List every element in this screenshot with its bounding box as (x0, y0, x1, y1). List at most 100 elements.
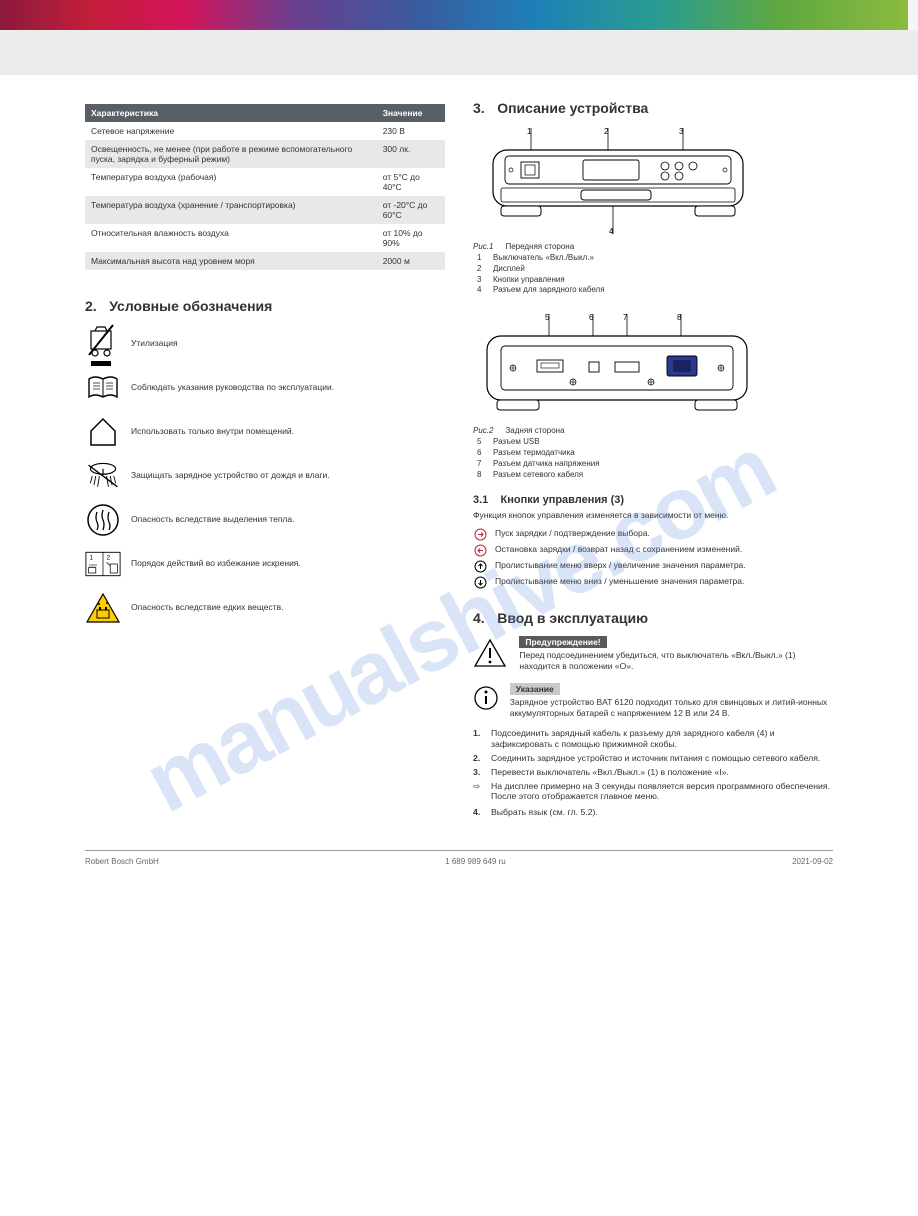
symbol-row: Защищать зарядное устройство от дождя и … (85, 458, 445, 494)
button-text: Пролистывание меню вниз / уменьшение зна… (495, 576, 744, 590)
step: 2. Соединить зарядное устройство и источн… (473, 753, 833, 765)
svg-text:2: 2 (604, 127, 609, 136)
button-row: Пролистывание меню вверх / увеличение зн… (473, 560, 833, 574)
step-num: 4. (473, 807, 485, 819)
subsection-title: Кнопки управления (3) (501, 494, 625, 506)
symbol-row: Использовать только внутри помещений. (85, 414, 445, 450)
figure-1-diagram: 1 2 3 4 (473, 126, 833, 238)
figure-title: Задняя сторона (505, 426, 564, 435)
callout-text: Дисплей (493, 264, 525, 275)
footer-center: 1 689 989 649 ru (445, 857, 506, 866)
spec-header-property: Характеристика (85, 104, 377, 122)
step-num: 2. (473, 753, 485, 765)
left-column: Характеристика Значение Сетевое напряжен… (85, 100, 445, 820)
svg-text:5: 5 (545, 313, 550, 322)
button-row: Пуск зарядки / подтверждение выбора. (473, 528, 833, 542)
warning-icon (473, 636, 511, 673)
section-title: Описание устройства (497, 100, 648, 116)
callout-text: Кнопки управления (493, 275, 565, 286)
callout-text: Выключатель «Вкл./Выкл.» (493, 253, 594, 264)
right-column: 3. Описание устройства 1 2 3 4 (473, 100, 833, 820)
spec-cell: от 10% до 90% (377, 224, 445, 252)
figure-1-legend: 1 Выключатель «Вкл./Выкл.» 2 Дисплей 3 Кноп… (477, 253, 833, 296)
stop-icon (473, 544, 487, 558)
house-icon (85, 414, 121, 450)
set-icon (473, 528, 487, 542)
callout-text: Разъем для зарядного кабеля (493, 285, 605, 296)
symbol-text: Порядок действий во избежание искрения. (131, 558, 301, 569)
subsection-heading: 3.1 Кнопки управления (3) (473, 494, 833, 506)
symbol-text: Соблюдать указания руководства по эксплу… (131, 382, 334, 393)
figure-2-legend: 5Разъем USB 6Разъем термодатчика 7Разъем… (477, 437, 833, 480)
figure-number: Рис.2 (473, 426, 493, 435)
spec-cell: Освещенность, не менее (при работе в реж… (85, 140, 377, 168)
button-row: Остановка зарядки / возврат назад с сохр… (473, 544, 833, 558)
spec-cell: 2000 м (377, 252, 445, 270)
note-text: Зарядное устройство BAT 6120 подходит то… (510, 697, 833, 720)
svg-text:230V: 230V (89, 564, 98, 568)
warning-box: Предупреждение! Перед подсоединением убе… (473, 636, 833, 673)
section-number: 2. (85, 298, 97, 314)
svg-text:1: 1 (527, 127, 532, 136)
callout-text: Разъем USB (493, 437, 540, 448)
callout-num: 1 (477, 253, 487, 264)
symbol-row: Соблюдать указания руководства по эксплу… (85, 370, 445, 406)
spec-cell: 300 лк. (377, 140, 445, 168)
svg-text:8: 8 (677, 313, 682, 322)
callout-num: 2 (477, 264, 487, 275)
warning-text: Перед подсоединением убедиться, что выкл… (519, 650, 833, 673)
subsection-intro: Функция кнопок управления изменяется в з… (473, 510, 833, 521)
section-number: 3. (473, 100, 485, 116)
step-text: Перевести выключатель «Вкл./Выкл.» (1) в… (491, 767, 729, 779)
steps-icon: 12230V (85, 546, 121, 582)
symbol-text: Использовать только внутри помещений. (131, 426, 294, 437)
button-text: Пролистывание меню вверх / увеличение зн… (495, 560, 746, 574)
spec-header-value: Значение (377, 104, 445, 122)
callout-text: Разъем сетевого кабеля (493, 470, 583, 481)
step-num: 3. (473, 767, 485, 779)
callout-num: 5 (477, 437, 487, 448)
section-title: Условные обозначения (109, 298, 272, 314)
callout-num: 3 (477, 275, 487, 286)
spec-cell: 230 В (377, 122, 445, 140)
figure-caption: Рис.2 Задняя сторона (473, 426, 833, 435)
figure-number: Рис.1 (473, 242, 493, 251)
result-line: ⇨На дисплее примерно на 3 секунды появля… (473, 781, 833, 801)
step-text: Выбрать язык (см. гл. 5.2). (491, 807, 598, 819)
spec-cell: Температура воздуха (хранение / транспор… (85, 196, 377, 224)
header-gray-bar (0, 30, 918, 75)
heat-icon (85, 502, 121, 538)
page-corner (908, 0, 918, 30)
svg-text:6: 6 (589, 313, 594, 322)
figure-caption: Рис.1 Передняя сторона (473, 242, 833, 251)
symbol-row: Опасность вследствие едких веществ. (85, 590, 445, 626)
step-num: 1. (473, 728, 485, 751)
up-icon (473, 560, 487, 574)
button-text: Пуск зарядки / подтверждение выбора. (495, 528, 650, 542)
step: 1.Подсоединить зарядный кабель к разъему… (473, 728, 833, 751)
arrow-icon: ⇨ (473, 781, 485, 801)
step: 4. Выбрать язык (см. гл. 5.2). (473, 807, 833, 819)
figure-title: Передняя сторона (505, 242, 574, 251)
manual-icon (85, 370, 121, 406)
down-icon (473, 576, 487, 590)
footer-left: Robert Bosch GmbH (85, 857, 159, 866)
step: 3. Перевести выключатель «Вкл./Выкл.» (1)… (473, 767, 833, 779)
callout-text: Разъем термодатчика (493, 448, 575, 459)
figure-2-diagram: 5 6 7 8 (473, 310, 833, 422)
step-text: Соединить зарядное устройство и источник… (491, 753, 820, 765)
rain-icon (85, 458, 121, 494)
note-label: Указание (510, 683, 560, 695)
symbol-text: Опасность вследствие едких веществ. (131, 602, 284, 613)
svg-text:2: 2 (107, 555, 111, 562)
callout-num: 7 (477, 459, 487, 470)
svg-text:3: 3 (679, 127, 684, 136)
spec-cell: Температура воздуха (рабочая) (85, 168, 377, 196)
symbol-text: Защищать зарядное устройство от дождя и … (131, 470, 330, 481)
symbol-row: Утилизация (85, 326, 445, 362)
svg-text:4: 4 (609, 227, 614, 236)
symbol-text: Опасность вследствие выделения тепла. (131, 514, 294, 525)
acid-icon (85, 590, 121, 626)
spec-cell: Относительная влажность воздуха (85, 224, 377, 252)
note-box: Указание Зарядное устройство BAT 6120 по… (473, 683, 833, 720)
